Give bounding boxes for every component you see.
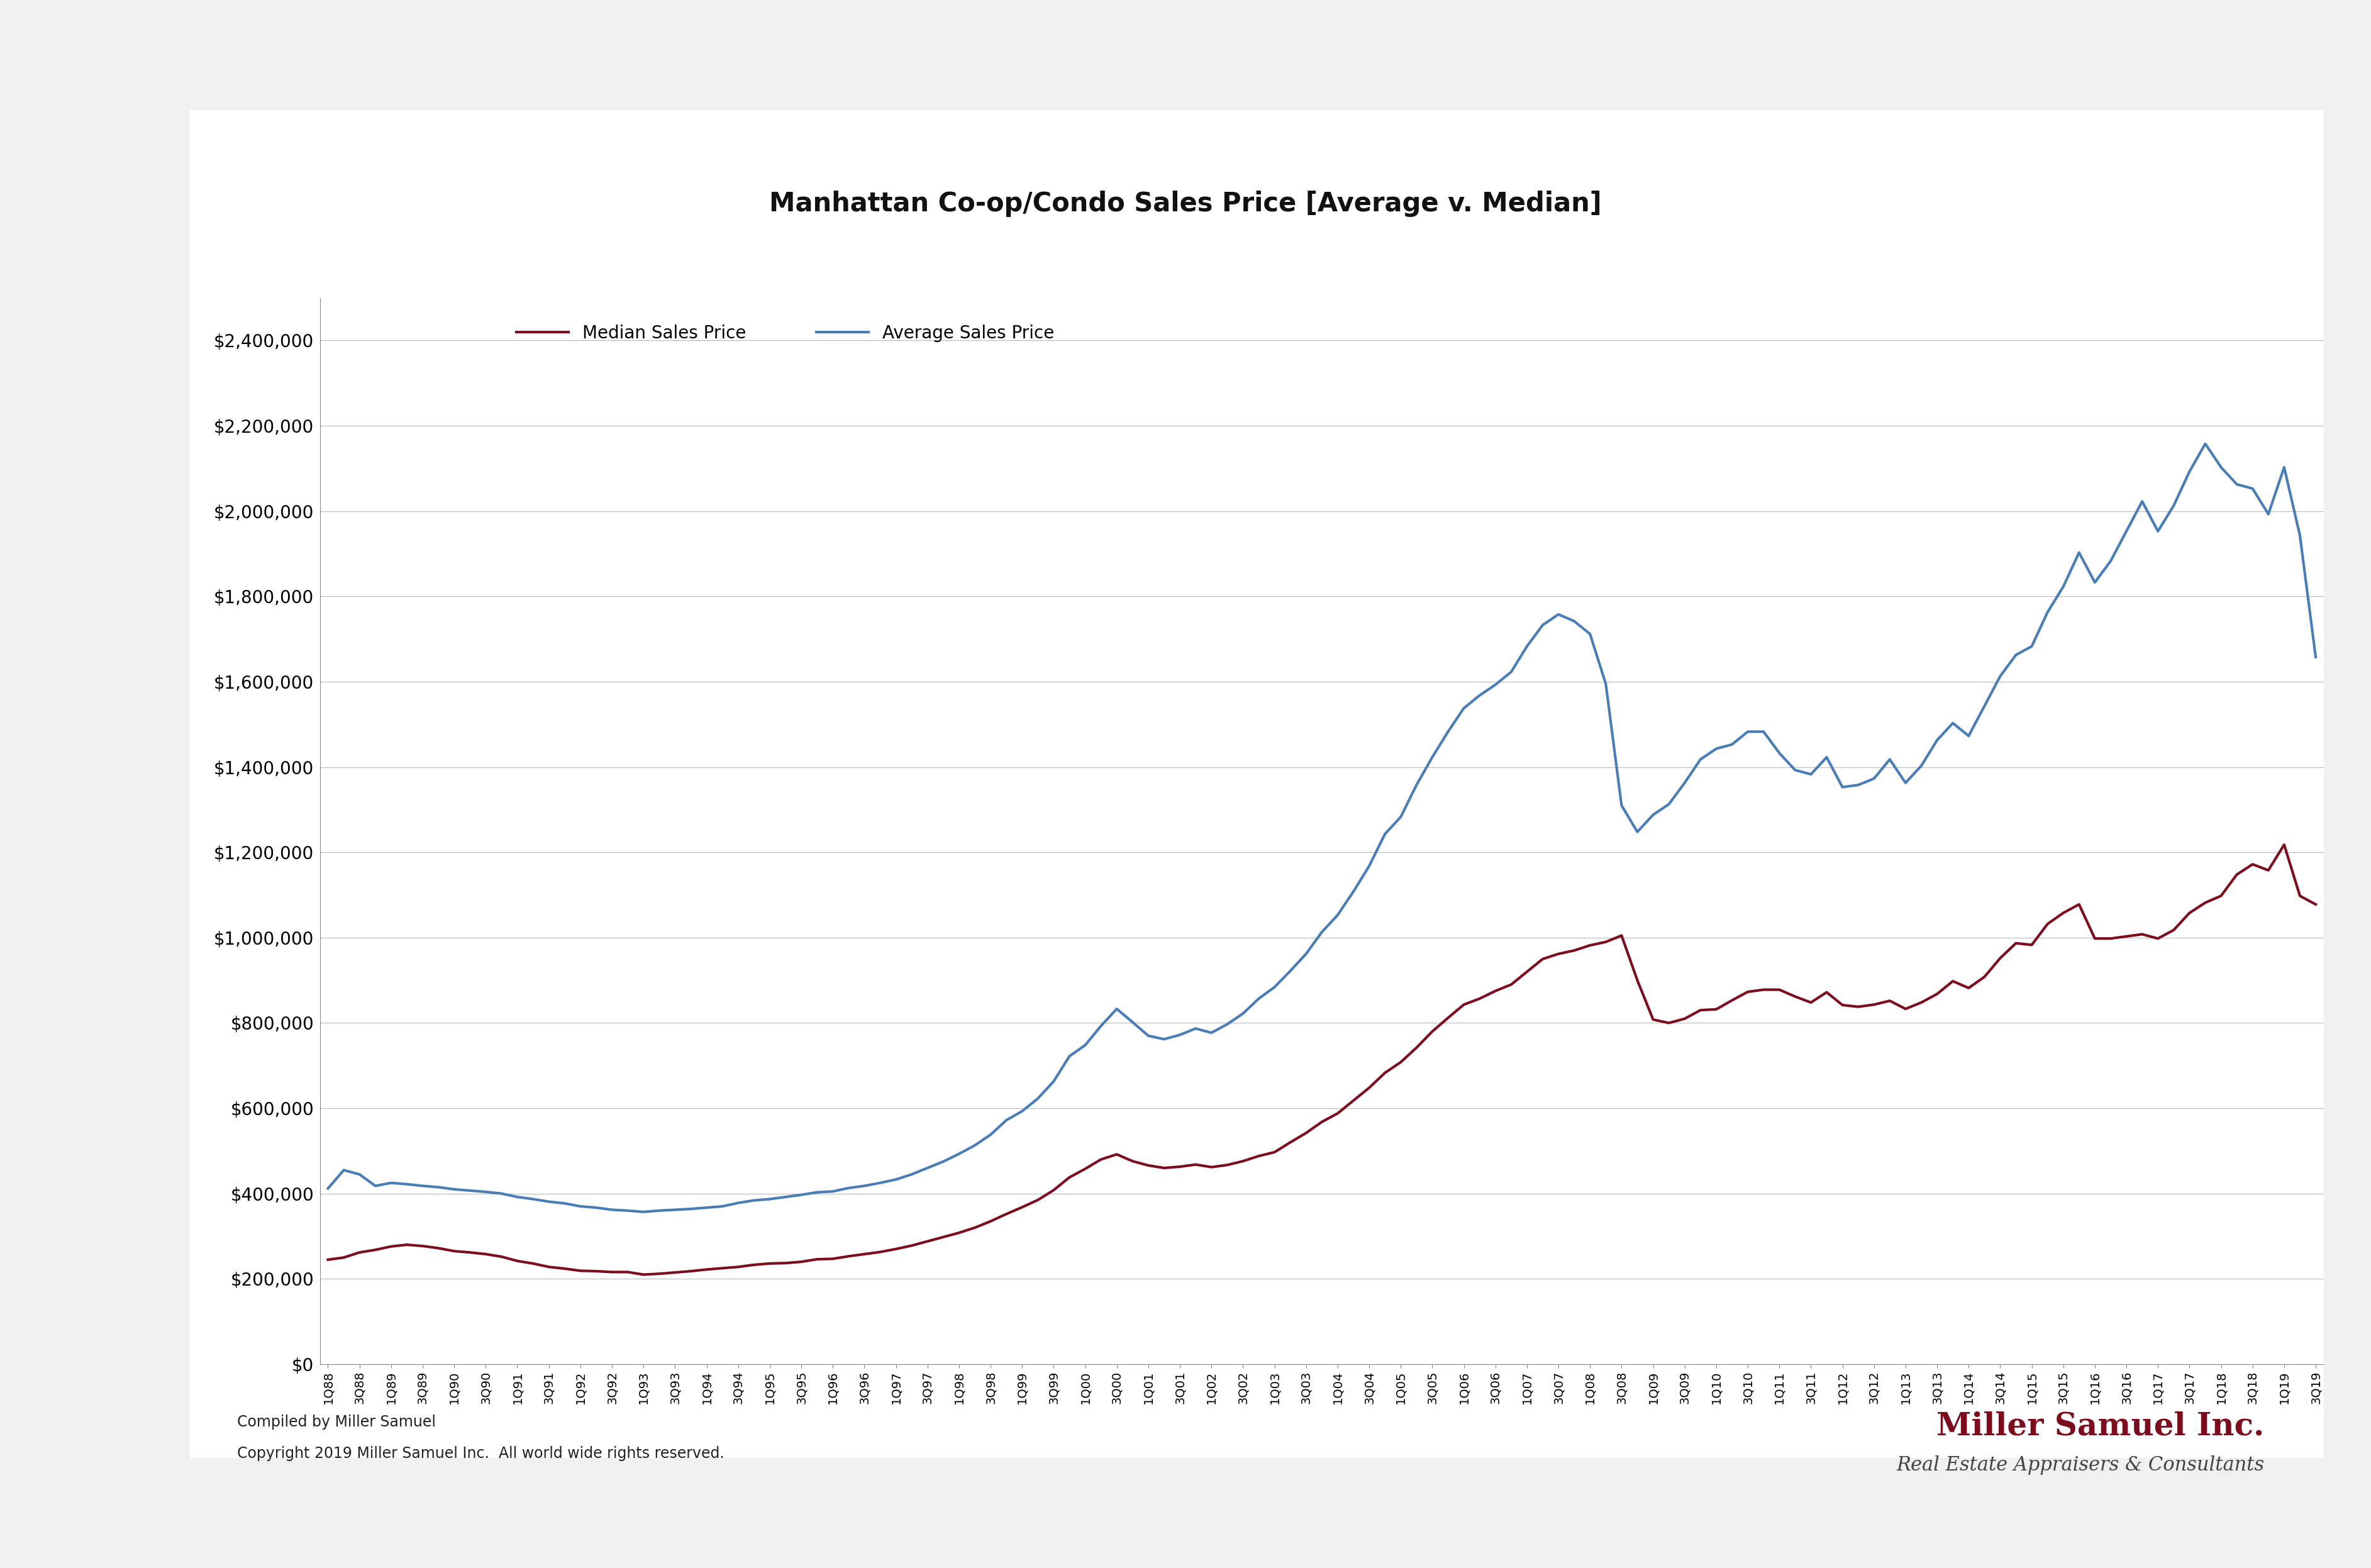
Legend: Median Sales Price, Average Sales Price: Median Sales Price, Average Sales Price [510,317,1062,350]
Text: Copyright 2019 Miller Samuel Inc.  All world wide rights reserved.: Copyright 2019 Miller Samuel Inc. All wo… [237,1446,726,1461]
Text: Real Estate Appraisers & Consultants: Real Estate Appraisers & Consultants [1897,1455,2264,1474]
Text: Compiled by Miller Samuel: Compiled by Miller Samuel [237,1414,436,1430]
Text: Miller Samuel Inc.: Miller Samuel Inc. [1937,1411,2264,1443]
Text: Manhattan Co-op/Condo Sales Price [Average v. Median]: Manhattan Co-op/Condo Sales Price [Avera… [768,191,1603,216]
